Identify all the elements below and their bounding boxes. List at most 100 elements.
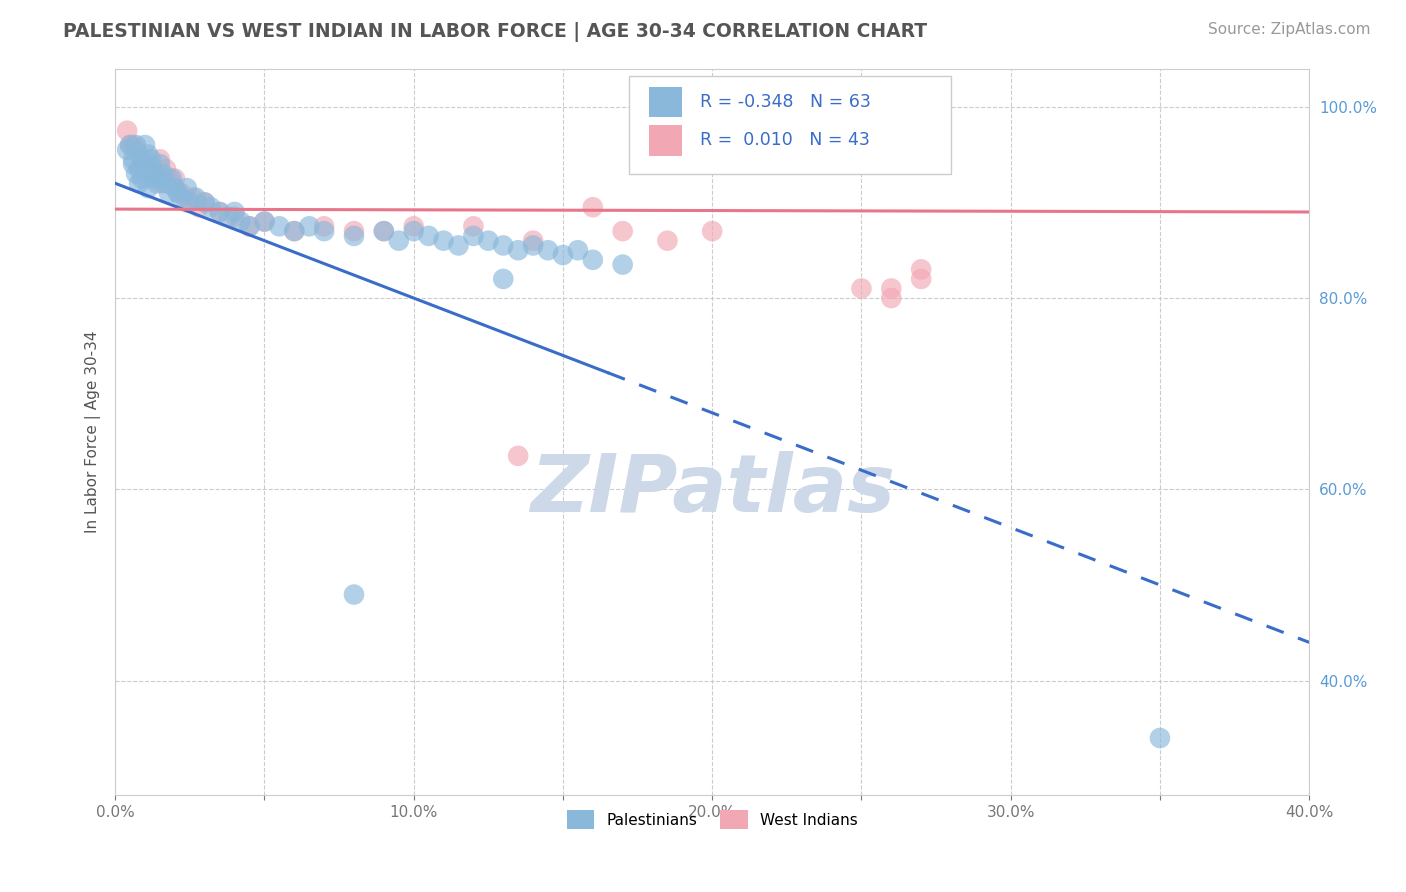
Point [131, 157, 153, 171]
Point [115, 143, 138, 157]
Point [229, 214, 252, 228]
Point [163, 181, 186, 195]
Text: R =  0.010   N = 43: R = 0.010 N = 43 [700, 131, 870, 150]
Point [343, 228, 366, 243]
Point [152, 176, 174, 190]
Point [253, 214, 276, 228]
Point [128, 176, 150, 190]
Point [402, 219, 425, 234]
Point [343, 588, 366, 602]
Point [492, 238, 515, 252]
Point [208, 205, 231, 219]
Point [851, 281, 873, 295]
Point [314, 219, 336, 234]
Point [508, 244, 530, 258]
FancyBboxPatch shape [628, 76, 950, 174]
Point [373, 224, 395, 238]
Point [125, 143, 148, 157]
FancyBboxPatch shape [650, 125, 682, 156]
Point [176, 195, 198, 210]
Point [298, 219, 321, 234]
Point [402, 224, 425, 238]
Point [134, 157, 156, 171]
Point [146, 167, 169, 181]
Point [136, 181, 159, 195]
Point [115, 124, 138, 138]
Point [122, 153, 145, 167]
Point [522, 238, 544, 252]
Point [477, 234, 499, 248]
Point [184, 191, 207, 205]
Point [128, 161, 150, 176]
Point [122, 138, 145, 153]
Point [163, 171, 186, 186]
Point [551, 248, 574, 262]
Point [146, 176, 169, 190]
Point [612, 224, 634, 238]
Point [155, 176, 177, 190]
Point [463, 219, 485, 234]
Point [283, 224, 305, 238]
Point [170, 191, 193, 205]
Point [880, 281, 903, 295]
Point [157, 186, 180, 200]
Text: Source: ZipAtlas.com: Source: ZipAtlas.com [1208, 22, 1371, 37]
Point [343, 224, 366, 238]
Point [218, 210, 240, 224]
Point [910, 262, 932, 277]
FancyBboxPatch shape [650, 87, 682, 117]
Point [283, 224, 305, 238]
Point [194, 195, 217, 210]
Point [314, 224, 336, 238]
Point [702, 224, 724, 238]
Point [910, 272, 932, 286]
Point [238, 219, 260, 234]
Point [136, 147, 159, 161]
Point [143, 167, 166, 181]
Point [253, 214, 276, 228]
Text: R = -0.348   N = 63: R = -0.348 N = 63 [700, 93, 872, 111]
Point [582, 252, 605, 267]
Point [152, 167, 174, 181]
Point [373, 224, 395, 238]
Point [522, 234, 544, 248]
Point [131, 171, 153, 186]
Point [432, 234, 454, 248]
Point [1149, 731, 1171, 745]
Point [139, 161, 162, 176]
Point [139, 157, 162, 171]
Text: ZIPatlas: ZIPatlas [530, 451, 894, 529]
Point [176, 181, 198, 195]
Point [238, 219, 260, 234]
Point [120, 138, 142, 153]
Point [134, 138, 156, 153]
Point [160, 171, 183, 186]
Point [139, 153, 162, 167]
Text: PALESTINIAN VS WEST INDIAN IN LABOR FORCE | AGE 30-34 CORRELATION CHART: PALESTINIAN VS WEST INDIAN IN LABOR FORC… [63, 22, 928, 42]
Point [125, 167, 148, 181]
Point [160, 176, 183, 190]
Point [170, 186, 193, 200]
Point [463, 228, 485, 243]
Point [167, 186, 190, 200]
Point [157, 171, 180, 186]
Point [657, 234, 679, 248]
Point [149, 157, 172, 171]
Point [149, 153, 172, 167]
Point [208, 205, 231, 219]
Point [200, 200, 222, 214]
Point [194, 195, 217, 210]
Point [447, 238, 470, 252]
Point [187, 200, 209, 214]
Point [134, 157, 156, 171]
Point [181, 191, 204, 205]
Point [269, 219, 291, 234]
Point [880, 291, 903, 305]
Point [149, 171, 172, 186]
Legend: Palestinians, West Indians: Palestinians, West Indians [561, 805, 863, 835]
Y-axis label: In Labor Force | Age 30-34: In Labor Force | Age 30-34 [86, 331, 101, 533]
Point [567, 244, 589, 258]
Point [143, 167, 166, 181]
Point [537, 244, 560, 258]
Point [122, 157, 145, 171]
